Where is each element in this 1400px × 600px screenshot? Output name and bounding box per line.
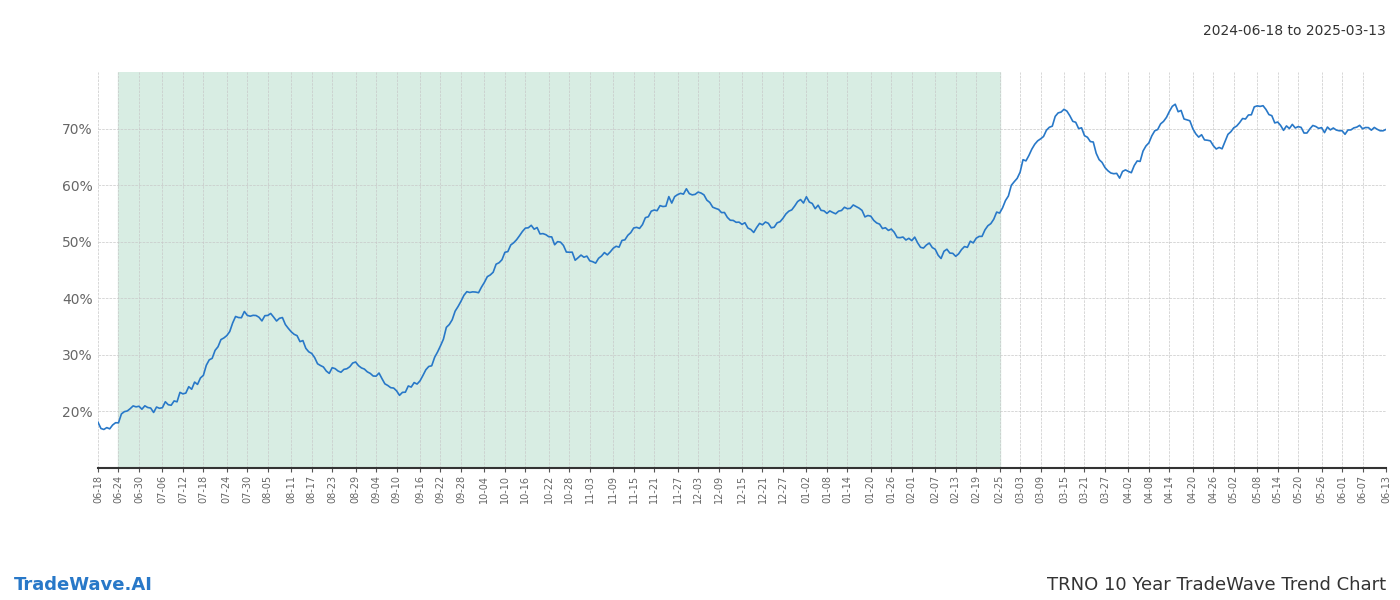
Text: 2024-06-18 to 2025-03-13: 2024-06-18 to 2025-03-13	[1203, 24, 1386, 38]
Bar	[119, 72, 1000, 468]
Text: TradeWave.AI: TradeWave.AI	[14, 576, 153, 594]
Text: TRNO 10 Year TradeWave Trend Chart: TRNO 10 Year TradeWave Trend Chart	[1047, 576, 1386, 594]
